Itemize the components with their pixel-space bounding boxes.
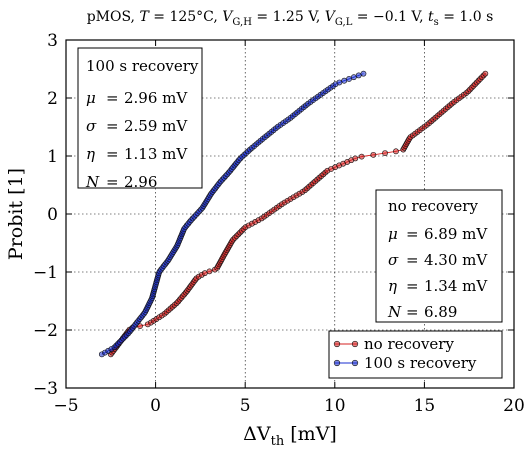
legend-frame	[328, 330, 503, 379]
x-tick-label: 20	[503, 396, 525, 416]
stat-equals: =	[106, 117, 119, 135]
stat-value: 2.59 mV	[124, 117, 188, 135]
x-axis-label: ΔVth [mV]	[243, 423, 337, 449]
data-point	[360, 70, 367, 77]
x-tick-label: −5	[53, 396, 78, 416]
data-point	[393, 148, 399, 155]
recovery-stats-box: 100 s recovery μ = 2.96 mV σ = 2.59 mV η = 1.13 …	[77, 47, 203, 191]
data-point	[358, 153, 365, 160]
no-recovery-stats-title: no recovery	[388, 197, 478, 215]
y-tick-label: 3	[47, 31, 58, 51]
y-tick-label: 2	[47, 89, 58, 109]
data-point	[355, 72, 362, 79]
data-point	[336, 79, 343, 86]
data-point	[341, 77, 348, 84]
stat-symbol: σ	[388, 251, 399, 269]
legend-marker	[351, 359, 359, 367]
y-tick-label: −2	[33, 321, 58, 341]
data-point	[350, 74, 357, 81]
stat-equals: =	[106, 173, 119, 191]
legend-marker	[333, 340, 341, 348]
stat-value: 1.34 mV	[424, 277, 488, 295]
axis-ticks	[65, 39, 515, 389]
stat-equals: =	[406, 303, 419, 321]
data-point	[370, 151, 377, 158]
legend-item: no recovery	[333, 335, 454, 353]
stat-equals: =	[406, 225, 419, 243]
stat-value: 4.30 mV	[424, 251, 488, 269]
stat-equals: =	[106, 145, 119, 163]
stat-symbol: N	[85, 173, 100, 191]
y-axis-label: Probit [1]	[5, 168, 27, 260]
data-point	[346, 76, 352, 82]
y-tick-label: −1	[33, 263, 58, 283]
stat-symbol: η	[86, 145, 95, 163]
x-tick-label: 5	[240, 396, 251, 416]
stat-symbol: μ	[388, 225, 398, 243]
stat-equals: =	[106, 89, 119, 107]
legend-label: 100 s recovery	[364, 354, 477, 372]
legend-label: no recovery	[364, 335, 454, 353]
chart-title: pMOS, T = 125°C, VG,H = 1.25 V, VG,L = −…	[87, 9, 494, 28]
axis-tick-labels: −5 0 5 10 15 20 −3 −2 −1 0 1 2 3	[33, 31, 525, 416]
series-100s-recovery	[98, 70, 367, 358]
no-recovery-stats-frame	[375, 189, 503, 323]
data-point	[482, 70, 489, 77]
data-point	[206, 268, 213, 275]
stat-value: 2.96	[124, 173, 157, 191]
stat-value: 1.13 mV	[124, 145, 188, 163]
stat-equals: =	[406, 251, 419, 269]
legend-item: 100 s recovery	[333, 354, 477, 372]
x-tick-label: 15	[414, 396, 436, 416]
stat-symbol: η	[388, 277, 397, 295]
legend-marker	[333, 359, 341, 367]
stat-symbol: N	[387, 303, 402, 321]
stat-symbol: σ	[86, 117, 97, 135]
series-layer	[98, 70, 489, 358]
data-point	[352, 155, 359, 162]
recovery-stats-title: 100 s recovery	[86, 57, 199, 75]
stat-equals: =	[406, 277, 419, 295]
x-tick-label: 0	[150, 396, 161, 416]
y-tick-label: −3	[33, 379, 58, 399]
y-tick-label: 0	[47, 205, 58, 225]
stat-value: 2.96 mV	[124, 89, 188, 107]
recovery-stats-frame	[77, 47, 203, 189]
stat-value: 6.89 mV	[424, 225, 488, 243]
y-tick-label: 1	[47, 147, 58, 167]
x-tick-label: 10	[324, 396, 346, 416]
data-point	[382, 150, 388, 156]
stat-value: 6.89	[424, 303, 457, 321]
legend-marker	[351, 340, 359, 348]
no-recovery-stats-box: no recovery μ = 6.89 mV σ = 4.30 mV η = 1.34 mV N…	[375, 189, 503, 323]
stat-symbol: μ	[86, 89, 96, 107]
